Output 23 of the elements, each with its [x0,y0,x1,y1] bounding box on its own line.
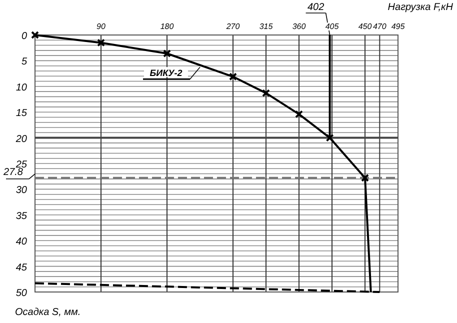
x-tick-label: 360 [292,22,306,31]
y-tick-label: 45 [16,262,28,274]
y-tick-label: 15 [16,108,28,120]
y-tick-label: 35 [16,210,28,222]
y-tick-label: 50 [16,288,28,299]
y-tick-label: 0 [21,31,28,42]
y-tick-label: 40 [16,236,28,248]
ref-line-label: 27.8 [2,166,24,178]
x-tick-label: 450 [358,22,372,31]
y-tick-label: 10 [16,82,28,94]
y-tick-label: 20 [14,134,28,145]
x-axis-title: Нагрузка F,кН [388,2,454,13]
x-tick-label: 180 [160,22,174,31]
x-tick-label: 315 [259,22,274,31]
y-tick-label: 5 [21,56,28,68]
y-tick-label: 30 [16,185,28,196]
x-tick-label: 270 [225,22,240,31]
x-tick-label: 90 [96,22,106,31]
x-tick-label: 470 [372,22,387,31]
x-tick-label: 495 [391,22,406,31]
y-axis-title: Осадка S, мм. [15,307,81,318]
legend-label: БИКУ-2 [150,68,182,78]
annotation: 402 [307,2,325,13]
